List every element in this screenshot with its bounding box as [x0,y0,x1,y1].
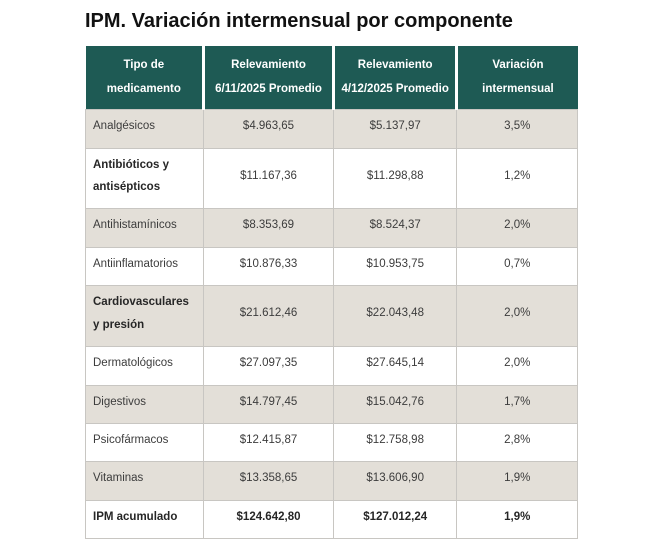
variation-cell: 2,0% [456,208,578,248]
medication-name-cell: Digestivos [84,384,205,424]
survey1-value-cell: $10.876,33 [203,246,334,287]
column-header-relevamiento-2: Relevamiento 4/12/2025 Promedio [333,46,459,110]
table-row: Vitaminas $13.358,65 $13.606,90 1,9% [84,461,578,501]
table-row: Antihistamínicos $8.353,69 $8.524,37 2,0% [84,208,578,248]
survey2-value-cell: $13.606,90 [332,461,458,501]
table-row: Cardiovasculares y presión $21.612,46 $22.… [84,285,578,348]
survey1-value-cell: $11.167,36 [203,147,334,210]
survey1-value-cell: $13.358,65 [203,461,334,501]
variation-cell: 2,0% [456,346,578,386]
medication-name-cell: Vitaminas [84,461,205,501]
survey2-value-cell: $12.758,98 [332,422,458,463]
survey2-value-cell: $11.298,88 [332,147,458,210]
table-row: IPM acumulado $124.642,80 $127.012,24 1,9% [84,499,578,540]
table-row: Antiinflamatorios $10.876,33 $10.953,75 0,7… [84,246,578,287]
survey1-value-cell: $124.642,80 [203,499,334,540]
table-row: Psicofármacos $12.415,87 $12.758,98 2,8% [84,422,578,463]
medication-name-cell: Cardiovasculares y presión [84,285,205,348]
column-header-label: 6/11/2025 Promedio [215,82,322,95]
survey2-value-cell: $10.953,75 [332,246,458,287]
variation-cell: 0,7% [456,246,578,287]
medication-name-cell: Dermatológicos [84,346,205,386]
survey2-value-cell: $15.042,76 [332,384,458,424]
column-header-variacion: Variación intermensual [456,46,578,110]
medication-name-cell: Analgésicos [84,109,205,149]
survey1-value-cell: $12.415,87 [203,422,334,463]
medication-name-cell: Psicofármacos [84,422,205,463]
medication-name-cell: Antiinflamatorios [84,246,205,287]
table-header: Tipo de medicamento Relevamiento 6/11/2025 … [85,46,578,110]
page-title: IPM. Variación intermensual por componen… [85,10,513,32]
survey2-value-cell: $27.645,14 [332,346,458,386]
table-body: Analgésicos $4.963,65 $5.137,97 3,5% Antibió… [84,109,578,540]
variation-cell: 2,0% [456,285,578,348]
survey1-value-cell: $8.353,69 [203,208,334,248]
survey1-value-cell: $21.612,46 [203,285,334,348]
column-header-medicamento: Tipo de medicamento [85,46,206,110]
survey2-value-cell: $127.012,24 [332,499,458,540]
survey1-value-cell: $27.097,35 [203,346,334,386]
ipm-table: Tipo de medicamento Relevamiento 6/11/2025 … [84,46,578,540]
column-header-label: Variación [492,59,544,71]
variation-cell: 1,2% [456,147,578,210]
table-header-row: Tipo de medicamento Relevamiento 6/11/2025 … [85,46,578,110]
column-header-label: intermensual [482,82,554,95]
survey2-value-cell: $5.137,97 [332,109,458,149]
table-row: Antibióticos y antisépticos $11.167,36 $11… [84,147,578,210]
survey1-value-cell: $14.797,45 [203,384,334,424]
table-row: Analgésicos $4.963,65 $5.137,97 3,5% [84,109,578,149]
column-header-label: Relevamiento [231,59,306,71]
variation-cell: 1,9% [456,461,578,501]
variation-cell: 3,5% [456,109,578,149]
variation-cell: 1,9% [456,499,578,540]
table-row: Dermatológicos $27.097,35 $27.645,14 2,0% [84,346,578,386]
column-header-label: Relevamiento [357,59,433,71]
column-header-label: 4/12/2025 Promedio [341,82,449,95]
column-header-label: Tipo de [123,59,165,71]
survey2-value-cell: $22.043,48 [332,285,458,348]
survey2-value-cell: $8.524,37 [332,208,458,248]
table-row: Digestivos $14.797,45 $15.042,76 1,7% [84,384,578,424]
medication-name-cell: Antihistamínicos [84,208,205,248]
variation-cell: 2,8% [456,422,578,463]
survey1-value-cell: $4.963,65 [203,109,334,149]
column-header-relevamiento-1: Relevamiento 6/11/2025 Promedio [203,46,335,110]
medication-name-cell: IPM acumulado [84,499,205,540]
medication-name-cell: Antibióticos y antisépticos [84,147,205,210]
column-header-label: medicamento [106,82,181,95]
variation-cell: 1,7% [456,384,578,424]
